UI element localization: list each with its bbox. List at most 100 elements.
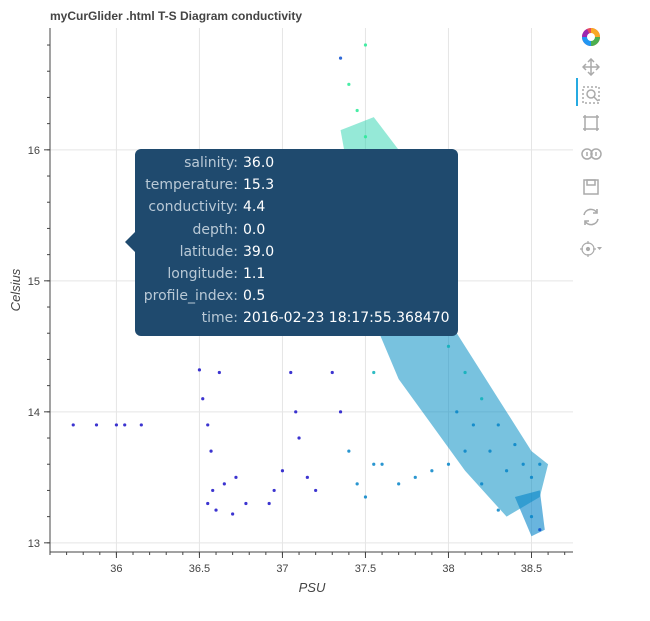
- data-point: [114, 423, 119, 427]
- data-point: [217, 370, 221, 375]
- data-point: [338, 56, 343, 60]
- dense-cloud-tail: [514, 490, 545, 537]
- tooltip-value: 36.0: [243, 155, 275, 171]
- tooltip-label: profile_index:: [143, 288, 238, 305]
- data-point: [94, 423, 99, 427]
- y-tick-label: 16: [28, 145, 40, 157]
- tooltip-value: 4.4: [243, 199, 266, 216]
- tooltip-row: salinity: 36.0: [135, 155, 458, 177]
- data-point: [455, 410, 459, 414]
- tooltip-label: depth:: [192, 221, 238, 238]
- data-point: [289, 370, 293, 375]
- data-point: [538, 462, 542, 466]
- data-point: [201, 397, 205, 401]
- data-point: [355, 482, 359, 486]
- data-point: [480, 397, 484, 401]
- pan-tool-icon[interactable]: [576, 54, 606, 80]
- tooltip-row: depth: 0.0: [135, 222, 458, 244]
- tooltip-value: 39.0: [243, 243, 275, 260]
- save-tool-icon[interactable]: [576, 174, 606, 200]
- tooltip-row: time: 2016-02-23 18:17:55.368470: [135, 310, 458, 332]
- data-point: [397, 482, 401, 486]
- data-point: [363, 135, 368, 139]
- tooltip-label: salinity:: [184, 155, 238, 171]
- tooltip-label: latitude:: [179, 243, 238, 260]
- x-tick-label: 37.5: [355, 563, 376, 575]
- data-point: [244, 501, 248, 506]
- data-point: [294, 410, 298, 414]
- data-point: [372, 370, 376, 375]
- data-point: [463, 370, 467, 375]
- data-point: [538, 528, 542, 532]
- tooltip-label: longitude:: [167, 266, 238, 282]
- data-point: [123, 423, 127, 427]
- data-point: [463, 449, 467, 453]
- data-point: [206, 423, 210, 427]
- hover-tooltip: salinity: 36.0 temperature: 15.3 conductivit…: [125, 149, 458, 336]
- data-point: [297, 436, 301, 440]
- data-point: [446, 344, 451, 348]
- data-point: [267, 501, 271, 506]
- tooltip-value: 1.1: [243, 266, 266, 282]
- data-point: [272, 488, 276, 493]
- reset-tool-icon[interactable]: [576, 204, 606, 230]
- box-select-tool-icon[interactable]: [576, 110, 606, 136]
- data-point: [430, 469, 434, 473]
- y-tick-label: 14: [28, 407, 40, 419]
- x-tick-label: 36: [110, 563, 122, 575]
- data-point: [234, 475, 238, 479]
- data-point: [209, 449, 213, 453]
- data-point: [355, 108, 359, 113]
- data-point: [338, 410, 343, 414]
- tooltip-label: conductivity:: [148, 199, 238, 216]
- data-point: [521, 462, 525, 466]
- hover-tool-icon[interactable]: [576, 236, 606, 262]
- data-point: [363, 43, 368, 47]
- data-point: [197, 368, 202, 372]
- data-point: [529, 515, 534, 519]
- data-point: [139, 423, 143, 427]
- tooltip-label: time:: [201, 310, 238, 327]
- tooltip-value: 0.0: [243, 221, 266, 238]
- data-point: [314, 488, 318, 493]
- data-point: [372, 462, 376, 466]
- data-point: [496, 508, 500, 512]
- tooltip-arrow: [125, 232, 135, 252]
- tooltip-row: conductivity: 4.4: [135, 199, 458, 221]
- data-point: [347, 82, 351, 86]
- tooltip-label: temperature:: [145, 177, 238, 194]
- data-point: [206, 501, 210, 506]
- x-tick-label: 36.5: [189, 563, 210, 575]
- tooltip-value: 0.5: [243, 288, 266, 305]
- tooltip-row: profile_index: 0.5: [135, 288, 458, 310]
- data-point: [446, 462, 451, 466]
- data-point: [330, 370, 334, 375]
- data-point: [347, 449, 351, 453]
- data-point: [471, 423, 475, 427]
- x-tick-label: 38: [442, 563, 454, 575]
- data-point: [529, 475, 534, 479]
- y-axis-label: Celsius: [8, 268, 23, 311]
- data-point: [211, 488, 215, 493]
- data-point: [496, 423, 500, 427]
- x-axis-label: PSU: [299, 580, 326, 595]
- data-point: [513, 442, 517, 447]
- data-point: [363, 495, 368, 499]
- data-point: [504, 469, 509, 473]
- tooltip-row: longitude: 1.1: [135, 266, 458, 288]
- data-point: [413, 475, 417, 479]
- data-point: [71, 423, 75, 427]
- data-point: [480, 482, 484, 486]
- x-tick-label: 37: [276, 563, 288, 575]
- tooltip-value: 2016-02-23 18:17:55.368470: [243, 310, 450, 327]
- tooltip-value: 15.3: [243, 177, 275, 194]
- bokeh-logo-icon[interactable]: [576, 24, 606, 50]
- box-zoom-tool-icon[interactable]: [576, 82, 606, 108]
- data-point: [214, 508, 218, 512]
- data-point: [305, 475, 309, 479]
- data-point: [231, 512, 235, 516]
- active-tool-indicator: [576, 78, 578, 106]
- chart-title: myCurGlider .html T-S Diagram conductivi…: [50, 9, 303, 23]
- data-point: [488, 449, 492, 453]
- wheel-zoom-tool-icon[interactable]: [576, 142, 606, 168]
